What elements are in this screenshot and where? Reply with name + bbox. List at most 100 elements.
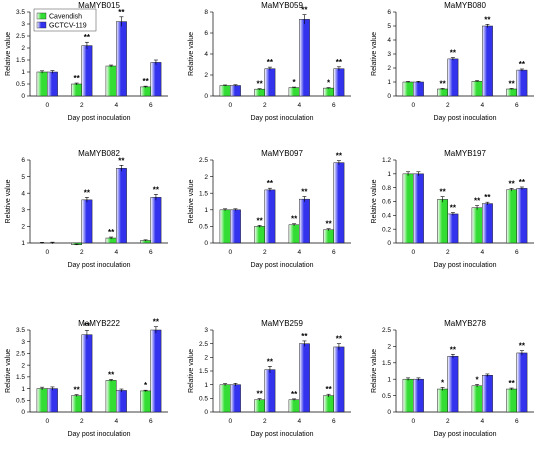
bar-GCTCV-119-day-6 xyxy=(516,188,528,244)
y-tick-label: 0 xyxy=(387,409,391,416)
significance-marker: ** xyxy=(301,6,308,15)
significance-marker: ** xyxy=(336,335,343,344)
y-tick-label: 3.5 xyxy=(16,9,25,16)
significance-marker: ** xyxy=(256,390,263,399)
bar-Cavendish-day-4 xyxy=(471,81,483,97)
significance-marker: ** xyxy=(108,370,115,379)
y-tick-label: 6 xyxy=(387,9,391,16)
bar-GCTCV-119-day-6 xyxy=(150,197,162,244)
bar-Cavendish-day-2 xyxy=(437,88,448,97)
x-tick-label: 2 xyxy=(80,418,84,425)
y-axis-label: Relative value xyxy=(188,349,195,393)
significance-marker: ** xyxy=(73,74,80,83)
bar-GCTCV-119-day-2 xyxy=(81,45,93,97)
bar-GCTCV-119-day-0 xyxy=(230,85,241,97)
bar-Cavendish-day-0 xyxy=(402,378,414,413)
bar-GCTCV-119-day-0 xyxy=(47,388,58,413)
bar-GCTCV-119-day-2 xyxy=(447,355,459,413)
x-tick-label: 2 xyxy=(80,102,84,109)
chart-title: MaMYB197 xyxy=(444,149,486,158)
y-tick-label: 3 xyxy=(21,21,25,28)
x-tick-label: 0 xyxy=(228,102,232,109)
bar-GCTCV-119-day-2 xyxy=(264,189,276,244)
significance-marker: ** xyxy=(142,77,149,86)
x-axis-label: Day post inoculation xyxy=(433,431,496,438)
y-tick-label: 5 xyxy=(387,23,391,30)
y-tick-label: 3.5 xyxy=(16,327,25,334)
x-tick-label: 0 xyxy=(228,418,232,425)
y-tick-label: 1 xyxy=(204,207,208,214)
legend-swatch-Cavendish xyxy=(36,12,47,20)
significance-marker: ** xyxy=(267,357,274,366)
x-tick-label: 2 xyxy=(263,249,267,256)
significance-marker: * xyxy=(327,79,331,88)
significance-marker: ** xyxy=(439,188,446,197)
x-axis-label: Day post inoculation xyxy=(433,262,496,269)
y-axis-label: Relative value xyxy=(5,179,12,223)
significance-marker: ** xyxy=(519,178,526,187)
significance-marker: ** xyxy=(153,318,160,327)
y-tick-label: 1 xyxy=(21,69,25,76)
chart-panel-MaMYB222: MaMYB222 Relative value Day post inoculati… xyxy=(5,318,168,438)
x-tick-label: 4 xyxy=(480,249,484,256)
y-tick-label: 2 xyxy=(204,72,208,79)
y-tick-label: 2.5 xyxy=(199,157,208,164)
chart-panel-MaMYB082: MaMYB082 Relative value Day post inoculati… xyxy=(5,149,168,269)
bar-Cavendish-day-6 xyxy=(323,395,334,413)
y-tick-label: 0 xyxy=(21,409,25,416)
y-tick-label: 1.5 xyxy=(199,190,208,197)
bar-GCTCV-119-day-2 xyxy=(264,68,276,97)
x-tick-label: 2 xyxy=(263,418,267,425)
legend: Cavendish GCTCV-119 xyxy=(33,8,97,32)
x-axis-label: Day post inoculation xyxy=(250,262,313,269)
significance-marker: ** xyxy=(508,179,515,188)
x-tick-label: 6 xyxy=(515,249,519,256)
bar-Cavendish-day-0 xyxy=(219,384,231,413)
legend-box xyxy=(33,8,97,32)
bar-GCTCV-119-day-4 xyxy=(482,25,493,97)
y-tick-label: 4 xyxy=(204,51,208,58)
x-tick-label: 4 xyxy=(480,418,484,425)
x-tick-label: 4 xyxy=(114,102,118,109)
y-tick-label: 0.6 xyxy=(382,199,391,206)
y-tick-label: 6 xyxy=(21,157,25,164)
significance-marker: ** xyxy=(291,215,298,224)
bar-GCTCV-119-day-4 xyxy=(116,168,127,244)
y-tick-label: 4 xyxy=(21,190,25,197)
x-tick-label: 6 xyxy=(515,418,519,425)
significance-marker: ** xyxy=(84,33,91,42)
bar-Cavendish-day-6 xyxy=(323,87,334,97)
x-axis-label: Day post inoculation xyxy=(67,115,130,122)
significance-marker: ** xyxy=(256,216,263,225)
bar-Cavendish-day-2 xyxy=(437,199,448,244)
y-tick-label: 3 xyxy=(21,207,25,214)
significance-marker: ** xyxy=(73,386,80,395)
y-tick-label: 0.8 xyxy=(382,185,391,192)
bar-Cavendish-day-2 xyxy=(437,388,448,413)
significance-marker: ** xyxy=(118,156,125,165)
bar-Cavendish-day-6 xyxy=(506,88,517,97)
y-tick-label: 0 xyxy=(204,93,208,100)
chart-title: MaMYB059 xyxy=(261,1,303,10)
bar-Cavendish-day-4 xyxy=(288,87,300,97)
significance-marker: ** xyxy=(256,80,263,89)
bar-Cavendish-day-4 xyxy=(288,399,300,413)
bar-GCTCV-119-day-6 xyxy=(516,69,528,97)
bar-Cavendish-day-0 xyxy=(219,85,231,97)
bar-Cavendish-day-2 xyxy=(254,226,265,244)
significance-marker: * xyxy=(476,375,480,384)
y-tick-label: 1.5 xyxy=(199,368,208,375)
bar-GCTCV-119-day-6 xyxy=(333,68,345,97)
x-axis-label: Day post inoculation xyxy=(67,262,130,269)
x-tick-label: 0 xyxy=(411,249,415,256)
chart-title: MaMYB097 xyxy=(261,149,303,158)
bar-GCTCV-119-day-4 xyxy=(299,343,310,413)
legend-label-Cavendish: Cavendish xyxy=(49,14,82,21)
chart-title: MaMYB222 xyxy=(78,319,120,328)
significance-marker: * xyxy=(293,78,297,87)
chart-panel-MaMYB097: MaMYB097 Relative value Day post inoculati… xyxy=(188,149,351,269)
bar-GCTCV-119-day-0 xyxy=(413,378,424,413)
bar-Cavendish-day-4 xyxy=(105,380,117,413)
bar-GCTCV-119-day-4 xyxy=(116,390,127,413)
